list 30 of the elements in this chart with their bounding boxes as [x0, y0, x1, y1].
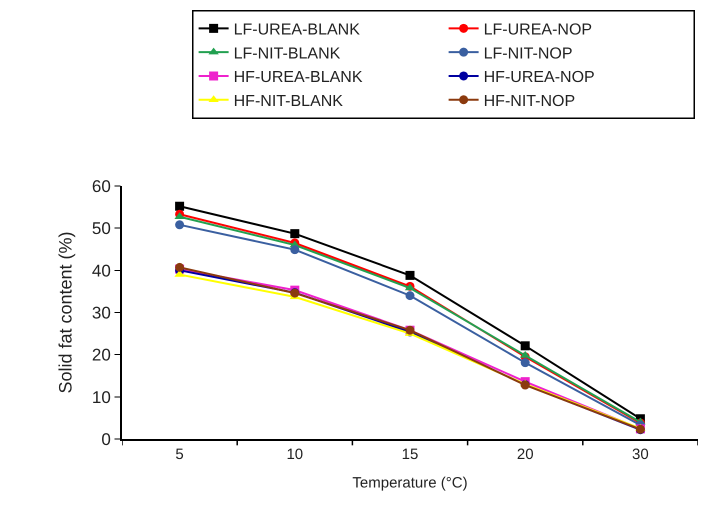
legend-label: HF-NIT-NOP: [484, 92, 576, 110]
y-tick-label: 30: [92, 303, 111, 322]
x-tick-label: 5: [175, 446, 184, 463]
point: [406, 270, 414, 280]
x-tick-label: 30: [632, 446, 649, 463]
point: [175, 220, 184, 230]
x-tick-label: 10: [286, 446, 304, 463]
legend-label: HF-UREA-NOP: [484, 69, 595, 86]
x-axis-title: Temperature (°C): [352, 474, 468, 492]
y-tick-label: 60: [92, 176, 111, 196]
x-tick-label: 20: [516, 446, 534, 463]
x-tick-label: 15: [402, 446, 418, 463]
point: [520, 341, 530, 350]
point: [175, 202, 184, 211]
point: [290, 229, 300, 238]
y-tick-label: 20: [92, 346, 111, 365]
legend-label: LF-NIT-NOP: [484, 45, 573, 62]
legend-label: HF-NIT-BLANK: [234, 92, 344, 110]
y-tick-label: 40: [92, 261, 111, 280]
point: [520, 358, 530, 368]
legend-label: LF-UREA-BLANK: [234, 22, 360, 39]
y-tick-label: 10: [92, 388, 111, 407]
y-axis-title: Solid fat content (%): [56, 231, 76, 394]
y-tick-label: 0: [101, 430, 111, 449]
y-tick-label: 50: [92, 219, 111, 238]
legend-label: HF-UREA-BLANK: [234, 69, 363, 86]
legend-label: LF-UREA-NOP: [484, 22, 592, 39]
point: [290, 245, 300, 254]
point: [406, 291, 414, 300]
legend-label: LF-NIT-BLANK: [234, 45, 341, 62]
